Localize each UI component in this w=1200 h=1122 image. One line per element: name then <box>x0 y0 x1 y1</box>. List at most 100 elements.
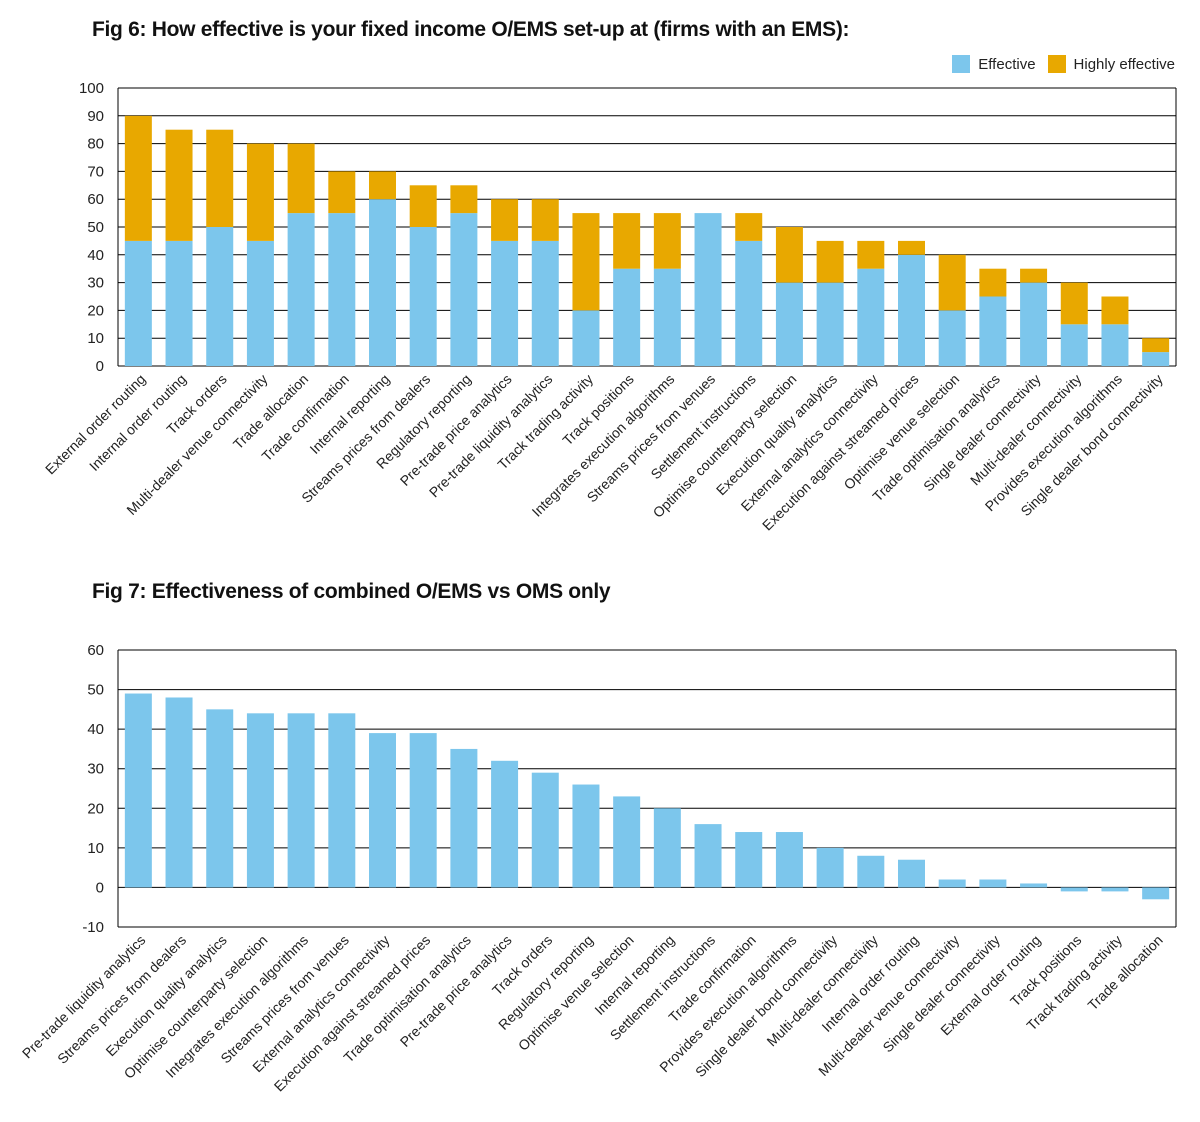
fig7-bar-integrates-execution-algorithms <box>287 713 315 888</box>
fig6-bar-effective-external-analytics-connectivity <box>857 268 885 366</box>
fig7-bar-multi-dealer-connectivity <box>857 855 885 888</box>
legend-label-effective: Effective <box>978 55 1036 73</box>
fig6-bar-highly-effective-single-dealer-bond-connectivity <box>1142 338 1170 353</box>
fig7-bar-external-analytics-connectivity <box>369 733 396 888</box>
fig6-bar-highly-effective-single-dealer-connectivity <box>1020 268 1048 283</box>
fig6-legend: Effective Highly effective <box>940 55 1175 73</box>
fig6-title: Fig 6: How effective is your fixed incom… <box>92 18 850 41</box>
fig7-bar-external-order-routing <box>1020 883 1048 888</box>
fig6-bar-highly-effective-provides-execution-algorithms <box>1101 296 1129 325</box>
fig6-y-tick-label: 20 <box>87 302 104 319</box>
fig6-bar-effective-internal-order-routing <box>165 240 193 366</box>
fig6-bar-effective-settlement-instructions <box>735 240 763 366</box>
fig7-y-tick-label: 10 <box>87 840 104 857</box>
fig7-bar-execution-quality-analytics <box>206 709 234 888</box>
fig6-bar-effective-optimise-venue-selection <box>938 310 966 366</box>
fig7-bar-track-positions <box>1060 887 1088 892</box>
fig6-bar-effective-external-order-routing <box>124 240 152 366</box>
fig7-category-label: Trade allocation <box>1084 932 1165 1013</box>
fig7-bar-regulatory-reporting <box>572 784 600 888</box>
fig6-bar-highly-effective-execution-against-streamed-prices <box>898 240 925 255</box>
fig6-bar-effective-trade-optimisation-analytics <box>979 296 1007 366</box>
fig6-bar-highly-effective-regulatory-reporting <box>450 185 478 214</box>
legend-swatch-effective <box>952 55 971 73</box>
fig7-bar-settlement-instructions <box>694 824 722 888</box>
legend-swatch-highly-effective <box>1047 55 1066 73</box>
fig7-bar-single-dealer-connectivity <box>979 879 1007 888</box>
fig7-bar-internal-order-routing <box>898 859 925 888</box>
fig6-bar-effective-trade-confirmation <box>328 213 356 366</box>
fig7-bar-pre-trade-liquidity-analytics <box>124 693 152 888</box>
fig6-bar-highly-effective-multi-dealer-connectivity <box>1060 282 1088 325</box>
fig6-bar-effective-track-trading-activity <box>572 310 600 366</box>
fig7-bar-optimise-counterparty-selection <box>246 713 274 888</box>
fig7-bar-single-dealer-bond-connectivity <box>816 847 844 888</box>
fig6-bar-highly-effective-external-order-routing <box>124 115 152 241</box>
fig6-bar-highly-effective-trade-allocation <box>287 143 315 214</box>
fig6-y-tick-label: 10 <box>87 330 104 347</box>
fig6-bar-effective-trade-allocation <box>287 213 315 366</box>
fig6-bar-effective-track-orders <box>206 227 234 366</box>
fig7-title: Fig 7: Effectiveness of combined O/EMS v… <box>92 580 611 603</box>
fig7-bar-trade-confirmation <box>735 832 763 888</box>
fig6-bar-effective-execution-quality-analytics <box>816 282 844 366</box>
fig7-bar-provides-execution-algorithms <box>775 832 803 888</box>
fig6-bar-effective-optimise-counterparty-selection <box>775 282 803 366</box>
fig6-y-tick-label: 40 <box>87 247 104 264</box>
fig7-bar-trade-optimisation-analytics <box>450 748 478 888</box>
fig6-bar-highly-effective-pre-trade-liquidity-analytics <box>531 199 559 241</box>
fig6-bar-effective-integrates-execution-algorithms <box>653 268 681 366</box>
fig6-bar-effective-single-dealer-connectivity <box>1020 282 1048 366</box>
fig6-bar-effective-multi-dealer-venue-connectivity <box>246 240 274 366</box>
fig6-bar-effective-internal-reporting <box>369 199 396 366</box>
fig6-y-tick-label: 70 <box>87 163 104 180</box>
fig6-bar-highly-effective-trade-confirmation <box>328 171 356 214</box>
fig6-y-tick-label: 30 <box>87 275 104 292</box>
fig6-bar-highly-effective-pre-trade-price-analytics <box>491 199 519 241</box>
fig7-y-tick-label: 60 <box>87 642 104 659</box>
fig6-y-tick-label: 90 <box>87 108 104 125</box>
fig6-bar-highly-effective-optimise-counterparty-selection <box>775 227 803 283</box>
fig6-y-tick-label: 50 <box>87 219 104 236</box>
fig6-bar-effective-multi-dealer-connectivity <box>1060 324 1088 366</box>
fig6-y-tick-label: 0 <box>96 358 104 375</box>
fig7-bar-multi-dealer-venue-connectivity <box>938 879 966 888</box>
fig7-y-tick-label: 40 <box>87 721 104 738</box>
fig7-bar-track-trading-activity <box>1101 887 1129 892</box>
fig6-bar-effective-pre-trade-liquidity-analytics <box>531 240 559 366</box>
fig6-bar-highly-effective-track-trading-activity <box>572 213 600 311</box>
fig7-category-label: Track positions <box>1007 932 1085 1010</box>
fig6-bar-highly-effective-internal-reporting <box>369 171 396 200</box>
fig6-y-tick-label: 80 <box>87 136 104 153</box>
fig6-bar-effective-track-positions <box>613 268 641 366</box>
fig6-bar-highly-effective-execution-quality-analytics <box>816 240 844 283</box>
fig7-bar-optimise-venue-selection <box>613 796 641 888</box>
fig7-y-tick-label: 0 <box>96 879 104 896</box>
fig7-bar-streams-prices-from-dealers <box>165 697 193 888</box>
fig6-bar-effective-execution-against-streamed-prices <box>898 254 925 366</box>
fig6-bar-highly-effective-integrates-execution-algorithms <box>653 213 681 269</box>
fig6-bar-highly-effective-internal-order-routing <box>165 129 193 241</box>
fig7-bar-execution-against-streamed-prices <box>409 733 437 888</box>
fig7-bar-pre-trade-price-analytics <box>491 760 519 888</box>
fig7-y-tick-label: 30 <box>87 761 104 778</box>
fig6-bar-highly-effective-optimise-venue-selection <box>938 254 966 311</box>
fig6-bar-highly-effective-multi-dealer-venue-connectivity <box>246 143 274 241</box>
fig6-bar-effective-single-dealer-bond-connectivity <box>1142 352 1170 366</box>
fig6-bar-highly-effective-external-analytics-connectivity <box>857 240 885 269</box>
fig6-bar-highly-effective-settlement-instructions <box>735 213 763 241</box>
fig6-bar-highly-effective-track-positions <box>613 213 641 269</box>
fig6-bar-effective-streams-prices-from-venues <box>694 213 722 366</box>
fig7-bar-internal-reporting <box>653 808 681 888</box>
fig7-bar-streams-prices-from-venues <box>328 713 356 888</box>
fig6-bar-effective-regulatory-reporting <box>450 213 478 366</box>
fig6-bar-highly-effective-trade-optimisation-analytics <box>979 268 1007 297</box>
fig6-bar-highly-effective-streams-prices-from-dealers <box>409 185 437 227</box>
fig7-bar-trade-allocation <box>1142 887 1170 900</box>
legend-item-effective: Effective <box>952 55 1036 73</box>
fig6-bar-effective-streams-prices-from-dealers <box>409 227 437 366</box>
legend-label-highly-effective: Highly effective <box>1073 55 1175 73</box>
fig7-bar-track-orders <box>531 772 559 888</box>
fig6-bar-highly-effective-track-orders <box>206 129 234 227</box>
